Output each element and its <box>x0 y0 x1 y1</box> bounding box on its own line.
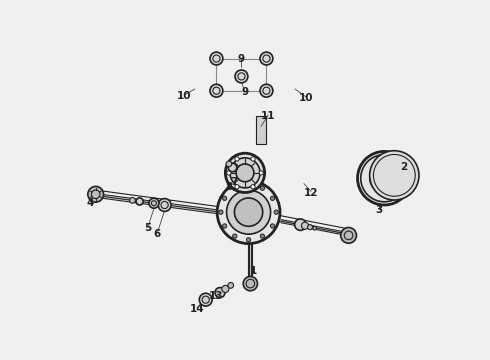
Text: 11: 11 <box>261 111 275 121</box>
Circle shape <box>235 70 248 83</box>
Circle shape <box>136 198 143 205</box>
Circle shape <box>234 198 263 226</box>
Circle shape <box>243 276 258 291</box>
Circle shape <box>235 157 239 161</box>
Circle shape <box>270 224 275 228</box>
Circle shape <box>270 196 275 201</box>
Circle shape <box>259 171 263 175</box>
Text: 9: 9 <box>242 87 248 98</box>
Text: 7: 7 <box>230 177 237 187</box>
Circle shape <box>222 196 227 201</box>
Circle shape <box>251 157 255 161</box>
Circle shape <box>219 210 223 214</box>
Text: 6: 6 <box>154 229 161 239</box>
Text: 3: 3 <box>375 205 383 215</box>
Circle shape <box>260 84 273 97</box>
Circle shape <box>274 210 278 214</box>
Text: 10: 10 <box>298 93 313 103</box>
Circle shape <box>222 224 227 228</box>
Circle shape <box>369 163 399 193</box>
Text: 9: 9 <box>238 54 245 64</box>
Circle shape <box>228 163 237 172</box>
Circle shape <box>210 84 223 97</box>
Circle shape <box>215 288 225 297</box>
Circle shape <box>251 185 255 189</box>
Circle shape <box>260 234 265 238</box>
Polygon shape <box>256 116 267 144</box>
Circle shape <box>260 52 273 65</box>
Circle shape <box>227 171 231 175</box>
Circle shape <box>217 181 280 244</box>
Text: 1: 1 <box>250 266 258 276</box>
Circle shape <box>260 186 265 190</box>
Circle shape <box>226 161 232 167</box>
Circle shape <box>222 285 229 293</box>
Circle shape <box>233 186 237 190</box>
Circle shape <box>246 183 251 186</box>
Text: 4: 4 <box>87 198 94 208</box>
Circle shape <box>301 222 309 229</box>
Text: 13: 13 <box>209 291 223 301</box>
Circle shape <box>358 152 411 205</box>
Circle shape <box>233 234 237 238</box>
Circle shape <box>294 219 306 230</box>
Text: 5: 5 <box>144 223 151 233</box>
Circle shape <box>225 153 265 193</box>
Text: 8: 8 <box>225 182 233 192</box>
Circle shape <box>313 226 317 230</box>
Circle shape <box>341 228 356 243</box>
Circle shape <box>88 186 103 202</box>
Text: 10: 10 <box>177 91 192 101</box>
Circle shape <box>199 293 212 306</box>
Circle shape <box>369 151 419 200</box>
Text: 12: 12 <box>304 188 318 198</box>
Text: 2: 2 <box>400 162 408 172</box>
Circle shape <box>130 198 135 203</box>
Circle shape <box>246 238 251 242</box>
Circle shape <box>235 185 239 189</box>
Circle shape <box>236 164 254 182</box>
Text: 14: 14 <box>190 303 204 314</box>
Circle shape <box>226 190 270 234</box>
Circle shape <box>158 199 171 211</box>
Circle shape <box>149 198 159 208</box>
Circle shape <box>228 283 234 288</box>
Circle shape <box>230 158 260 188</box>
Circle shape <box>210 52 223 65</box>
Circle shape <box>308 225 313 230</box>
